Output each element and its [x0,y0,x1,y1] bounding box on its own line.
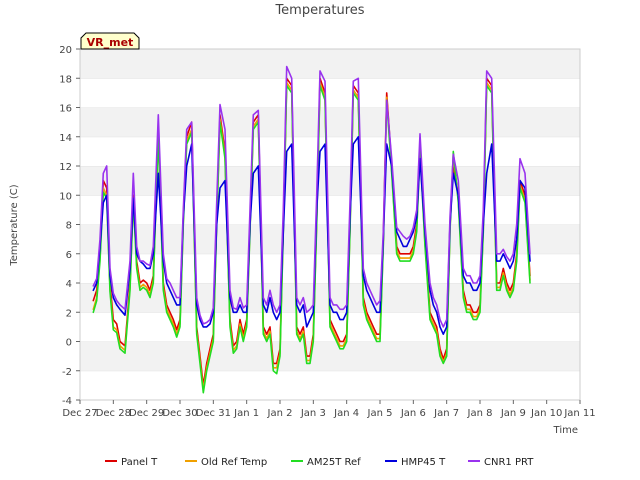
y-tick-label: 0 [66,338,72,349]
x-tick-label: Jan 10 [530,408,562,419]
y-tick-label: -4 [62,396,72,407]
grid-band [80,49,580,79]
legend-label: AM25T Ref [307,457,361,468]
x-tick-label: Jan 5 [367,408,393,419]
legend-label: Panel T [121,457,158,468]
y-tick-label: 14 [59,133,72,144]
x-tick-label: Jan 11 [563,408,595,419]
y-tick-label: 10 [59,191,72,202]
x-tick-label: Dec 29 [129,408,164,419]
grid-band [80,78,580,108]
series-lines [92,65,531,394]
x-tick-label: Jan 7 [433,408,459,419]
y-tick-label: 16 [59,104,72,115]
legend-label: Old Ref Temp [201,457,267,468]
x-tick-label: Dec 27 [62,408,97,419]
site-badge: VR_met [80,32,140,50]
y-tick-label: 12 [59,162,72,173]
x-tick-label: Jan 8 [467,408,493,419]
y-tick-label: 2 [66,308,72,319]
legend-label: CNR1 PRT [484,457,534,468]
chart-title: Temperatures [274,3,364,18]
x-tick-label: Jan 4 [333,408,359,419]
series-line-cnr1-prt [92,65,531,328]
legend-label: HMP45 T [401,457,446,468]
badge-shape [80,32,140,50]
grid-band [80,370,580,400]
x-tick-label: Jan 9 [500,408,526,419]
grid-band [80,136,580,166]
x-tick-label: Jan 3 [300,408,326,419]
x-tick-label: Dec 31 [196,408,231,419]
y-axis-label: Temperature (C) [9,184,20,266]
x-tick-label: Dec 30 [162,408,197,419]
y-tick-label: 4 [66,279,72,290]
badge-label: VR_met [87,36,134,49]
x-tick-label: Jan 6 [400,408,426,419]
y-tick-label: 6 [66,250,72,261]
grid-band [80,341,580,371]
grid-band [80,166,580,196]
y-tick-label: 8 [66,221,72,232]
x-axis-label: Time [553,425,578,436]
y-tick-label: 18 [59,74,72,85]
series-line-am25t-ref [92,84,531,394]
x-tick-label: Jan 1 [233,408,259,419]
y-axis: -4 -2 0 2 4 6 8 10 12 14 16 18 20 [59,45,80,407]
grid-band [80,107,580,137]
grid-band [80,195,580,225]
legend: Panel T Old Ref Temp AM25T Ref HMP45 T CNR1 … [105,457,534,468]
x-tick-label: Jan 2 [267,408,293,419]
y-tick-label: 20 [59,45,72,56]
x-tick-label: Dec 28 [96,408,131,419]
y-tick-label: -2 [62,367,72,378]
